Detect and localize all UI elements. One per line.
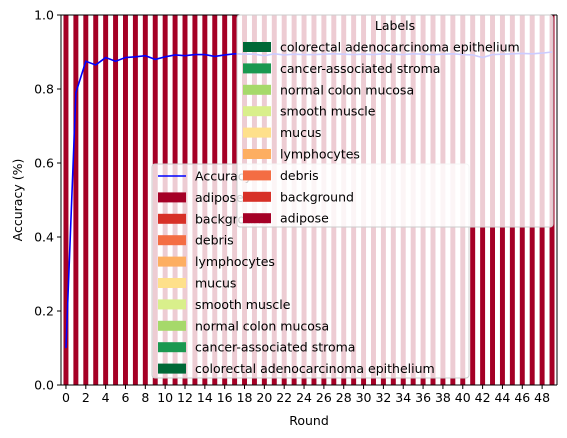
legend-swatch-mucus xyxy=(243,127,271,138)
x-tick-label: 24 xyxy=(296,390,312,405)
bar-adipose-round-8 xyxy=(142,15,148,385)
legend-title: Labels xyxy=(375,18,415,33)
x-tick-label: 38 xyxy=(435,390,451,405)
legend-label: smooth muscle xyxy=(280,104,376,119)
x-tick-label: 32 xyxy=(375,390,391,405)
y-tick-label: 1.0 xyxy=(34,8,54,23)
x-tick-label: 34 xyxy=(395,390,411,405)
legend-swatch-normal-colon-mucosa xyxy=(158,320,186,331)
legend-swatch-debris xyxy=(243,170,271,181)
legend-label: debris xyxy=(280,168,319,183)
x-tick-label: 42 xyxy=(475,390,491,405)
x-tick-label: 14 xyxy=(197,390,213,405)
legend-swatch-colorectal-adenocarcinoma-epithelium xyxy=(243,42,271,52)
legend-label: normal colon mucosa xyxy=(280,82,414,97)
x-tick-label: 18 xyxy=(237,390,253,405)
legend-swatch-lymphocytes xyxy=(243,149,271,159)
y-tick-label: 0.6 xyxy=(34,156,54,171)
legend-right-frame xyxy=(236,14,554,228)
legend-label: mucus xyxy=(195,276,236,291)
x-tick-label: 48 xyxy=(534,390,550,405)
legend-label: mucus xyxy=(280,125,321,140)
x-tick-label: 26 xyxy=(316,390,332,405)
x-tick-label: 16 xyxy=(217,390,233,405)
legend-label: adipose xyxy=(195,190,244,205)
bar-adipose-round-3 xyxy=(93,15,99,385)
x-tick-label: 12 xyxy=(177,390,193,405)
legend-swatch-debris xyxy=(158,235,186,246)
legend-label: lymphocytes xyxy=(280,147,360,162)
legend-label: smooth muscle xyxy=(195,297,291,312)
legend-swatch-mucus xyxy=(158,278,186,288)
x-tick-label: 36 xyxy=(415,390,431,405)
legend-label: debris xyxy=(195,233,234,248)
x-tick-label: 0 xyxy=(62,390,70,405)
x-tick-label: 28 xyxy=(336,390,352,405)
legend-swatch-smooth-muscle xyxy=(158,299,186,310)
legend-swatch-background xyxy=(158,213,186,224)
legend-swatch-normal-colon-mucosa xyxy=(243,84,271,95)
legend-swatch-adipose xyxy=(243,213,271,224)
x-tick-label: 46 xyxy=(514,390,530,405)
legend-swatch-colorectal-adenocarcinoma-epithelium xyxy=(158,363,186,374)
x-tick-label: 30 xyxy=(356,390,372,405)
y-axis-label: Accuracy (%) xyxy=(10,159,25,242)
legend-label: lymphocytes xyxy=(195,254,275,269)
legend-label: normal colon mucosa xyxy=(195,318,329,333)
x-tick-label: 44 xyxy=(494,390,510,405)
legend-labels: Labels colorectal adenocarcinoma epitheli… xyxy=(236,14,554,228)
x-tick-label: 6 xyxy=(122,390,130,405)
legend-swatch-adipose xyxy=(158,192,186,203)
x-tick-label: 20 xyxy=(256,390,272,405)
legend-label: adipose xyxy=(280,211,329,226)
x-tick-label: 40 xyxy=(455,390,471,405)
axes: 0.00.20.40.60.81.00 2 4 6 8 10 12 14 16 18 20 22 24 2… xyxy=(34,8,558,405)
legend-swatch-smooth-muscle xyxy=(243,106,271,117)
legend-label: cancer-associated stroma xyxy=(195,340,355,355)
legend-label: cancer-associated stroma xyxy=(280,61,440,76)
bar-adipose-round-6 xyxy=(123,15,128,385)
bar-adipose-round-7 xyxy=(132,15,138,385)
y-tick-label: 0.0 xyxy=(34,378,54,393)
bar-adipose-round-4 xyxy=(103,15,109,385)
x-tick-label: 10 xyxy=(157,390,173,405)
legend-label: colorectal adenocarcinoma epithelium xyxy=(195,361,435,376)
x-tick-label: 2 xyxy=(82,390,90,405)
bar-adipose-round-0 xyxy=(63,15,69,385)
bar-adipose-round-5 xyxy=(113,15,119,385)
y-tick-label: 0.4 xyxy=(34,230,54,245)
x-tick-label: 8 xyxy=(141,390,149,405)
y-tick-label: 0.2 xyxy=(34,304,54,319)
x-tick-label: 4 xyxy=(102,390,110,405)
legend-label: background xyxy=(280,189,354,204)
legend-label: colorectal adenocarcinoma epithelium xyxy=(280,40,520,55)
legend-swatch-background xyxy=(243,191,271,202)
legend-swatch-cancer-associated-stroma xyxy=(243,63,271,74)
y-tick-label: 0.8 xyxy=(34,82,54,97)
legend-swatch-lymphocytes xyxy=(158,256,186,267)
x-tick-label: 22 xyxy=(276,390,292,405)
bar-adipose-round-1 xyxy=(73,15,79,385)
bar-adipose-round-2 xyxy=(83,15,89,385)
x-axis-label: Round xyxy=(289,413,329,428)
legend-swatch-cancer-associated-stroma xyxy=(158,342,186,353)
